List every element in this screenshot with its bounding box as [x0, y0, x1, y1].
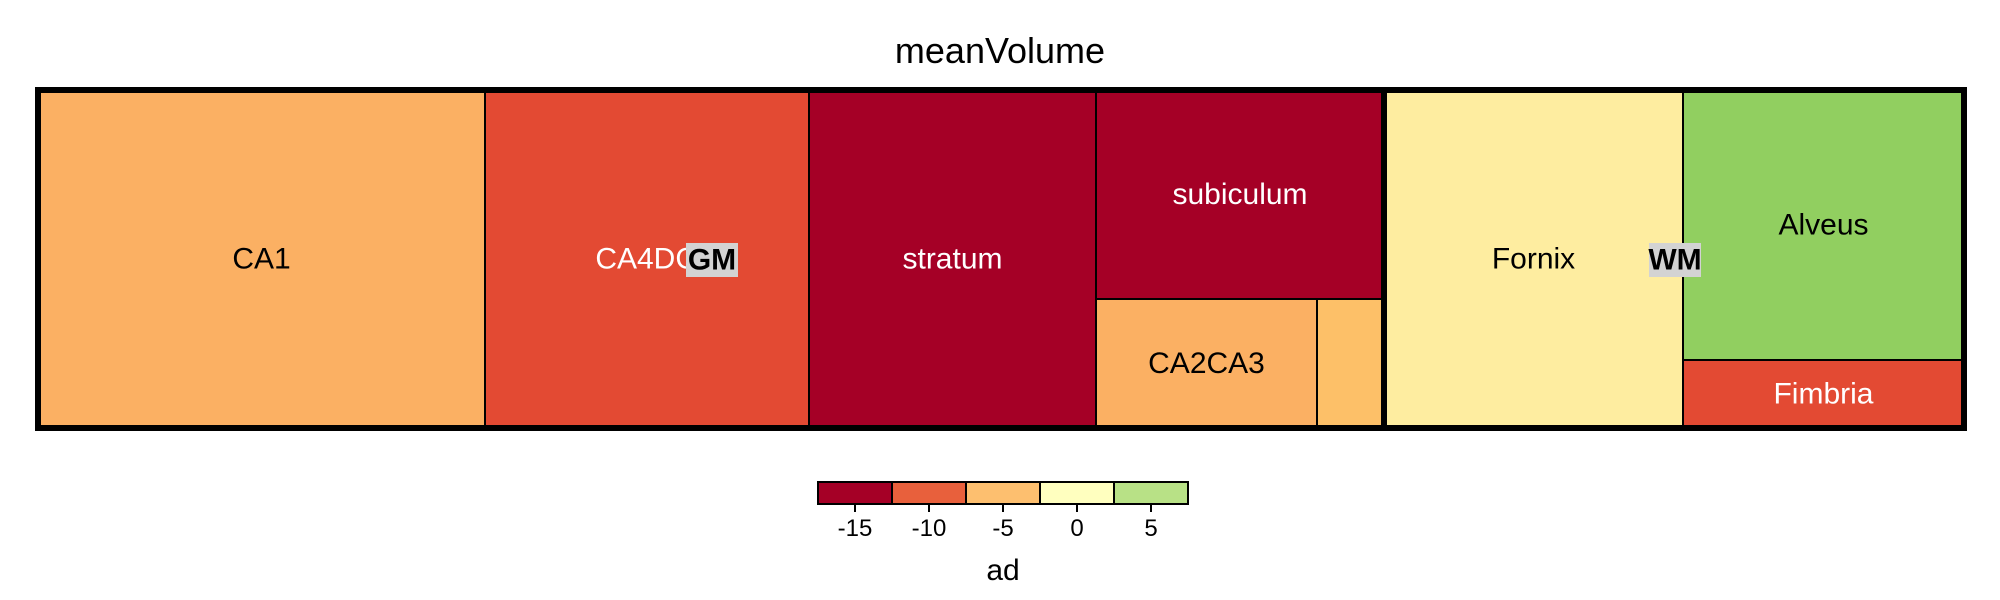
legend-tick-label: -5	[992, 515, 1013, 542]
legend-swatch	[965, 481, 1041, 505]
legend-tick-label: 0	[1070, 515, 1083, 542]
color-legend: -15 -10 -5 0 5 ad	[817, 481, 1189, 587]
treemap-cell-rect	[1682, 89, 1965, 361]
treemap-cell-label: Alveus	[1778, 209, 1868, 242]
treemap-cell-rect	[37, 89, 486, 429]
treemap-cell-fornix: Fornix	[1383, 89, 1684, 429]
group-label-wm: WM	[1648, 243, 1702, 277]
treemap-cell-ca1: CA1	[37, 89, 486, 429]
treemap-cell-label: CA2CA3	[1148, 347, 1265, 380]
chart-title: meanVolume	[894, 30, 1106, 71]
treemap-group-border	[1381, 87, 1967, 431]
group-label-bg	[1649, 243, 1701, 277]
treemap-cell-label: subiculum	[1172, 178, 1307, 211]
legend-tick-label: -10	[912, 515, 947, 542]
legend-swatch	[1113, 481, 1189, 505]
treemap-group-wm: Fornix Alveus Fimbria	[1383, 89, 1965, 429]
group-label-text: WM	[1648, 244, 1701, 277]
treemap-cell-ca2ca3: CA2CA3	[1095, 298, 1318, 429]
treemap-cell-subiculum: subiculum	[1095, 89, 1385, 300]
treemap-cell-stratum: stratum	[808, 89, 1097, 429]
group-label-bg	[686, 243, 738, 277]
legend-tick-label: 5	[1144, 515, 1157, 542]
legend-swatch	[1039, 481, 1115, 505]
legend-swatch	[817, 481, 893, 505]
treemap-cell-rect	[1316, 298, 1385, 429]
treemap-cell-label: CA1	[232, 243, 290, 276]
treemap-cell-rect	[1383, 89, 1684, 429]
treemap-cell-ca4dg: CA4DG	[484, 89, 810, 429]
treemap-cell-unlabeled	[1316, 298, 1385, 429]
treemap-cell-label: Fornix	[1492, 243, 1575, 276]
legend-title: ad	[986, 554, 1019, 587]
group-label-text: GM	[688, 244, 736, 277]
treemap-cell-label: Fimbria	[1773, 378, 1873, 411]
treemap-cell-label: CA4DG	[595, 243, 698, 276]
treemap-cell-alveus: Alveus	[1682, 89, 1965, 361]
group-label-gm: GM	[686, 243, 738, 277]
treemap-cell-fimbria: Fimbria	[1682, 359, 1965, 429]
treemap-cell-label: stratum	[902, 243, 1002, 276]
legend-tick-label: -15	[838, 515, 873, 542]
treemap-cell-rect	[1682, 359, 1965, 429]
treemap-group-gm: CA1 CA4DG stratum subiculum CA2CA3	[37, 89, 1385, 429]
legend-swatch	[891, 481, 967, 505]
